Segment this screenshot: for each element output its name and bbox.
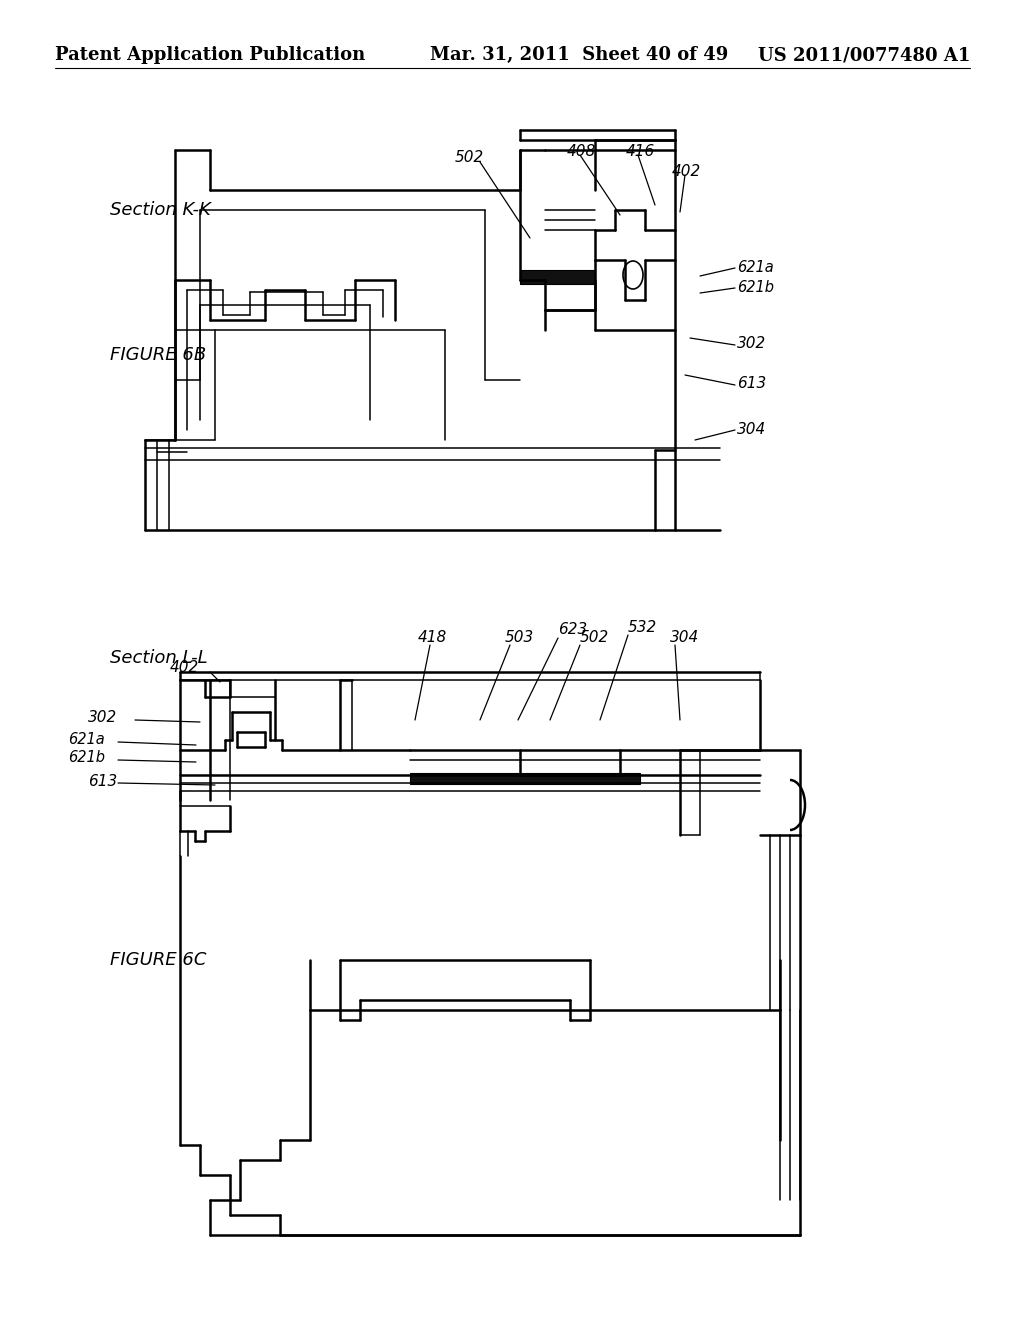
- Text: 532: 532: [628, 620, 657, 635]
- Bar: [410, 774, 640, 784]
- Text: 623: 623: [558, 623, 587, 638]
- Text: 302: 302: [737, 337, 766, 351]
- Text: 503: 503: [505, 631, 535, 645]
- Text: 502: 502: [455, 150, 484, 165]
- Text: 402: 402: [672, 165, 701, 180]
- Text: 302: 302: [88, 710, 118, 726]
- Text: Mar. 31, 2011  Sheet 40 of 49: Mar. 31, 2011 Sheet 40 of 49: [430, 46, 728, 63]
- Text: 408: 408: [567, 144, 596, 160]
- Text: 613: 613: [737, 376, 766, 392]
- Text: 304: 304: [737, 422, 766, 437]
- Text: Section K-K: Section K-K: [110, 201, 211, 219]
- Text: FIGURE 6B: FIGURE 6B: [110, 346, 206, 364]
- Text: 621a: 621a: [68, 733, 104, 747]
- Text: Patent Application Publication: Patent Application Publication: [55, 46, 366, 63]
- Text: 416: 416: [626, 144, 655, 160]
- Text: 304: 304: [670, 631, 699, 645]
- Text: Section L-L: Section L-L: [110, 649, 208, 667]
- Text: 418: 418: [418, 631, 447, 645]
- Text: 402: 402: [170, 660, 200, 676]
- Text: US 2011/0077480 A1: US 2011/0077480 A1: [758, 46, 970, 63]
- Text: 621a: 621a: [737, 260, 774, 275]
- Text: FIGURE 6C: FIGURE 6C: [110, 950, 207, 969]
- Text: 613: 613: [88, 775, 118, 789]
- Text: 621b: 621b: [68, 751, 105, 766]
- Text: 502: 502: [580, 631, 609, 645]
- Bar: [520, 271, 595, 284]
- Text: 621b: 621b: [737, 281, 774, 296]
